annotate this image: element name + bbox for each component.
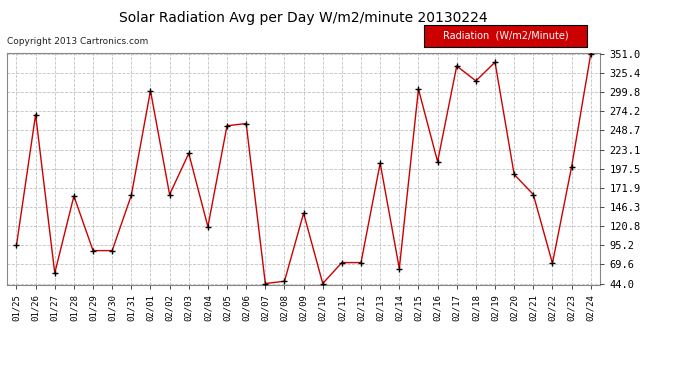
Text: Radiation  (W/m2/Minute): Radiation (W/m2/Minute) (442, 31, 569, 41)
Text: Copyright 2013 Cartronics.com: Copyright 2013 Cartronics.com (7, 38, 148, 46)
Text: Solar Radiation Avg per Day W/m2/minute 20130224: Solar Radiation Avg per Day W/m2/minute … (119, 11, 488, 25)
